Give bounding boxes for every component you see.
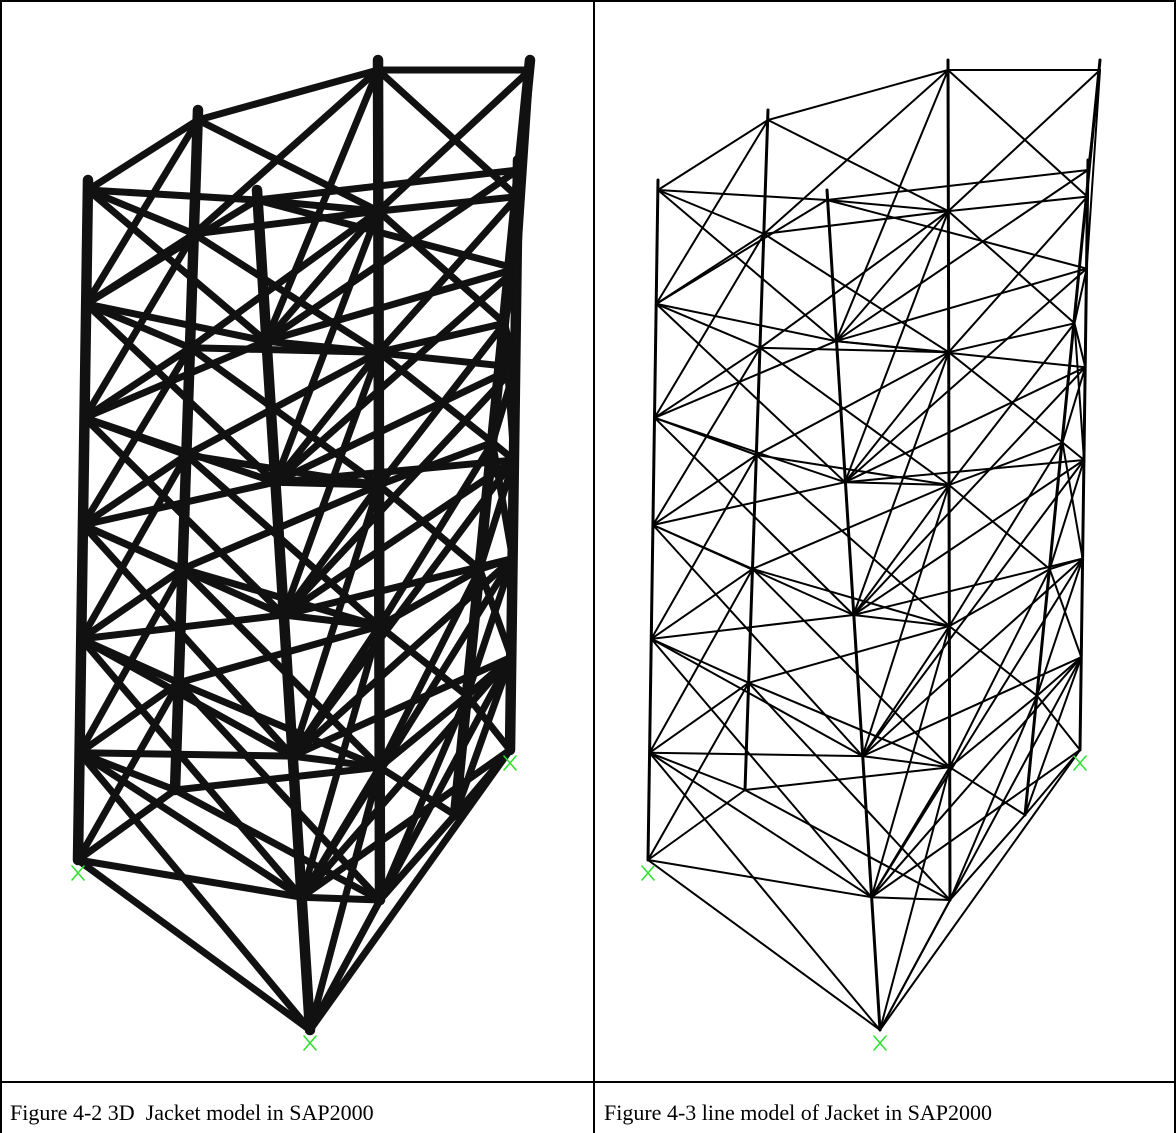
brace-member	[745, 767, 950, 790]
brace-member	[854, 615, 950, 626]
brace-member	[845, 211, 948, 482]
brace-member	[651, 455, 756, 639]
brace-member	[863, 485, 949, 756]
horizontal-member	[872, 657, 1082, 897]
figure-table	[0, 0, 1176, 1133]
top-member	[88, 120, 198, 190]
brace-member	[80, 569, 183, 753]
brace-member	[655, 418, 854, 615]
top-member	[658, 120, 768, 190]
figure-caption: Figure 4-3 line model of Jacket in SAP20…	[604, 1100, 992, 1126]
brace-member	[950, 767, 1025, 815]
brace-member	[836, 70, 948, 341]
horizontal-member	[845, 352, 949, 482]
horizontal-member	[948, 197, 1087, 211]
brace-member	[650, 569, 753, 753]
horizontal-member	[656, 304, 836, 341]
brace-member	[302, 897, 380, 900]
brace-member	[757, 352, 949, 455]
brace-member	[651, 639, 871, 897]
horizontal-member	[650, 683, 749, 753]
brace-member	[949, 352, 1063, 442]
brace-member	[86, 120, 198, 304]
brace-member	[81, 455, 186, 639]
brace-member	[1087, 170, 1088, 197]
brace-member	[656, 120, 768, 304]
brace-member	[655, 341, 836, 418]
brace-member	[950, 696, 1037, 900]
top-member	[658, 190, 827, 200]
brace-member	[948, 211, 1074, 323]
horizontal-member	[656, 234, 764, 304]
document-page: Figure 4-2 3D Jacket model in SAP2000 Fi…	[0, 0, 1176, 1133]
horizontal-member	[880, 750, 1080, 1030]
horizontal-member	[872, 767, 950, 897]
brace-member	[653, 348, 760, 525]
horizontal-member	[880, 900, 950, 1030]
jacket-line-model	[642, 60, 1100, 1050]
brace-member	[749, 626, 950, 683]
horizontal-member	[378, 197, 517, 211]
horizontal-member	[650, 753, 872, 897]
figure-caption: Figure 4-2 3D Jacket model in SAP2000	[10, 1100, 374, 1126]
horizontal-member	[655, 348, 761, 418]
horizontal-member	[950, 815, 1025, 900]
horizontal-member	[653, 455, 757, 525]
brace-member	[854, 367, 1086, 615]
brace-member	[650, 753, 863, 756]
brace-member	[949, 626, 1037, 696]
brace-member	[648, 683, 749, 860]
horizontal-member	[648, 860, 880, 1030]
brace-member	[656, 304, 845, 482]
horizontal-member	[310, 750, 510, 1030]
brace-member	[275, 482, 379, 485]
brace-member	[648, 860, 872, 897]
brace-member	[658, 190, 836, 341]
jacket-3d-model	[72, 60, 530, 1050]
brace-member	[950, 569, 1050, 767]
brace-member	[836, 170, 1088, 341]
brace-member	[80, 753, 293, 756]
brace-member	[749, 683, 950, 900]
brace-member	[653, 482, 845, 525]
brace-member	[872, 897, 950, 900]
brace-member	[515, 197, 517, 368]
horizontal-member	[310, 900, 380, 1030]
brace-member	[1037, 696, 1080, 750]
brace-member	[653, 525, 863, 756]
horizontal-member	[651, 639, 862, 756]
